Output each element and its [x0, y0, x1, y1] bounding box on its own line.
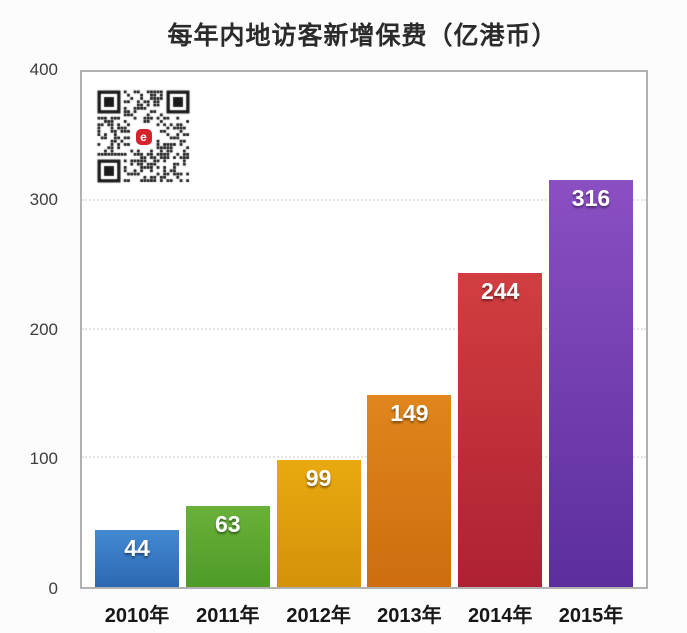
x-tick-label-2013年: 2013年 [377, 605, 442, 627]
gridline-300 [82, 198, 646, 201]
qr-code: e [95, 88, 192, 185]
y-axis-labels: 0 100 200 300 400 [0, 60, 70, 598]
bar-value-label: 316 [571, 185, 611, 211]
qr-logo-letter: e [135, 128, 152, 145]
x-tick-label-2015年: 2015年 [558, 605, 624, 627]
x-tick-label-2014年: 2014年 [467, 605, 533, 627]
bar-2010年: 44 [95, 530, 179, 587]
bar-value-label: 99 [305, 465, 332, 491]
bar-2015年: 316 [548, 180, 633, 587]
x-tick-label-2011年: 2011年 [196, 605, 260, 627]
x-tick-label-2010年: 2010年 [104, 605, 170, 627]
bar-value-label: 44 [124, 535, 150, 561]
gridline-200 [82, 327, 646, 330]
bar-value-label: 63 [215, 511, 241, 537]
y-tick-label-300: 300 [29, 189, 58, 209]
bar-2014年: 244 [458, 273, 543, 587]
bar-2013年: 149 [367, 395, 452, 587]
y-tick-label-400: 400 [29, 60, 58, 79]
gridline-100 [82, 456, 646, 459]
x-axis-labels: 2010年 2011年 2012年 2013年 2014年 2015年 [82, 599, 646, 628]
bar-2011年: 63 [185, 506, 270, 587]
y-tick-label-200: 200 [29, 319, 58, 339]
x-tick-label-2012年: 2012年 [286, 605, 351, 627]
chart-title: 每年内地访客新增保费（亿港币） [167, 22, 558, 50]
bar-value-label: 149 [390, 400, 429, 426]
y-tick-label-0: 0 [48, 579, 58, 598]
bars-container: 44 63 99 149 244 316 [82, 72, 646, 587]
bar-value-label: 244 [481, 278, 520, 304]
qr-logo: e [132, 125, 155, 148]
bar-2012年: 99 [276, 460, 361, 587]
y-tick-label-100: 100 [29, 449, 58, 469]
